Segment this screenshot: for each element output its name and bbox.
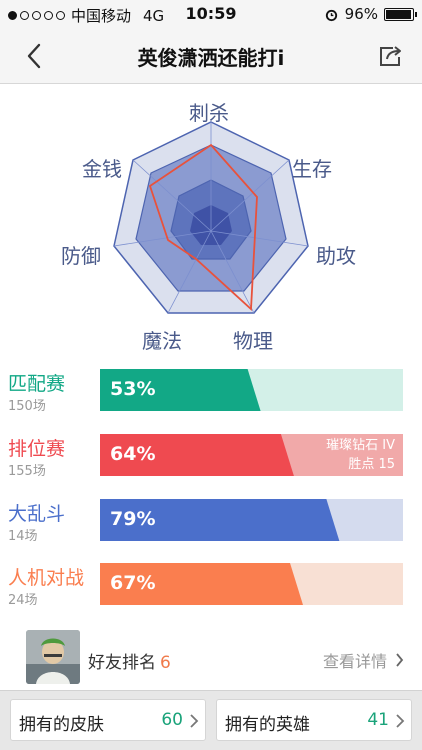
win-rate-bar: 79%	[100, 499, 403, 541]
carrier-name: 中国移动	[71, 7, 132, 25]
win-rate-text: 53%	[110, 378, 156, 400]
signal-strength-icon	[8, 11, 65, 20]
radar-label-assassinate: 刺杀	[189, 101, 229, 125]
friend-rank-row[interactable]: 好友排名 6 查看详情	[0, 628, 422, 688]
friend-rank-number: 6	[160, 653, 171, 673]
win-rate-bar: 67%	[100, 563, 403, 605]
chevron-right-icon	[190, 714, 199, 728]
status-bar: 中国移动 4G 10:59 96%	[0, 0, 422, 28]
battery-icon	[384, 7, 417, 21]
owned-skins-label: 拥有的皮肤	[19, 715, 104, 735]
battery-percent: 96%	[344, 5, 378, 23]
owned-heroes-button[interactable]: 拥有的英雄 41	[216, 699, 412, 741]
win-rate-text: 79%	[110, 508, 156, 530]
win-rate-bar: 64% 璀璨钻石 IV 胜点 15	[100, 434, 403, 476]
rank-tier: 璀璨钻石 IV	[326, 438, 395, 453]
owned-heroes-count: 41	[367, 710, 389, 730]
radar-label-defense: 防御	[61, 244, 101, 268]
mode-row-ranked[interactable]: 排位赛 155场 64% 璀璨钻石 IV 胜点 15	[0, 434, 422, 494]
status-left: 中国移动 4G	[8, 5, 164, 26]
radar-label-physical: 物理	[233, 329, 273, 353]
radar-label-assist: 助攻	[316, 244, 356, 268]
bottom-bar: 拥有的皮肤 60 拥有的英雄 41	[0, 690, 422, 750]
radar-label-survive: 生存	[292, 157, 332, 181]
radar-label-money: 金钱	[82, 157, 122, 181]
mode-row-match[interactable]: 匹配赛 150场 53%	[0, 369, 422, 429]
alarm-icon	[325, 9, 337, 21]
win-rate-fill	[100, 563, 304, 605]
network-type: 4G	[143, 6, 165, 25]
rank-info: 璀璨钻石 IV 胜点 15	[326, 436, 395, 474]
status-right: 96%	[324, 5, 417, 23]
mode-count: 150场	[8, 399, 46, 414]
back-chevron-icon[interactable]	[22, 42, 46, 70]
mode-count: 24场	[8, 593, 38, 608]
radar-label-magic: 魔法	[142, 329, 182, 353]
nav-bar: 英俊潇洒还能打i	[0, 28, 422, 84]
win-rate-text: 67%	[110, 572, 156, 594]
mode-name: 人机对战	[8, 567, 85, 589]
win-rate-fill	[100, 499, 340, 541]
view-details-text: 查看详情	[322, 652, 387, 671]
rank-points: 胜点 15	[348, 457, 395, 472]
chevron-right-icon	[396, 714, 405, 728]
mode-name: 大乱斗	[8, 503, 66, 525]
friend-rank-title: 好友排名	[88, 653, 156, 673]
win-rate-bar: 53%	[100, 369, 403, 411]
chevron-right-icon	[396, 653, 404, 667]
owned-skins-count: 60	[161, 710, 183, 730]
mode-name: 匹配赛	[8, 373, 66, 395]
mode-row-ai[interactable]: 人机对战 24场 67%	[0, 563, 422, 623]
ability-radar-chart: 刺杀 生存 助攻 物理 魔法 防御 金钱	[0, 85, 422, 360]
mode-name: 排位赛	[8, 438, 66, 460]
avatar	[26, 630, 80, 684]
mode-row-brawl[interactable]: 大乱斗 14场 79%	[0, 499, 422, 559]
mode-count: 14场	[8, 529, 38, 544]
mode-count: 155场	[8, 464, 46, 479]
view-details-link[interactable]: 查看详情	[323, 648, 404, 672]
radar-player-shape	[148, 143, 258, 311]
radar-spokes	[113, 122, 309, 314]
owned-skins-button[interactable]: 拥有的皮肤 60	[10, 699, 206, 741]
win-rate-text: 64%	[110, 443, 156, 465]
owned-heroes-label: 拥有的英雄	[225, 715, 310, 735]
win-rate-fill	[100, 369, 261, 411]
page-title: 英俊潇洒还能打i	[137, 46, 285, 70]
share-icon[interactable]	[378, 44, 404, 68]
win-rate-fill	[100, 434, 294, 476]
friend-rank-label: 好友排名 6	[88, 648, 171, 673]
radar-svg	[113, 121, 309, 314]
clock: 10:59	[185, 4, 237, 23]
